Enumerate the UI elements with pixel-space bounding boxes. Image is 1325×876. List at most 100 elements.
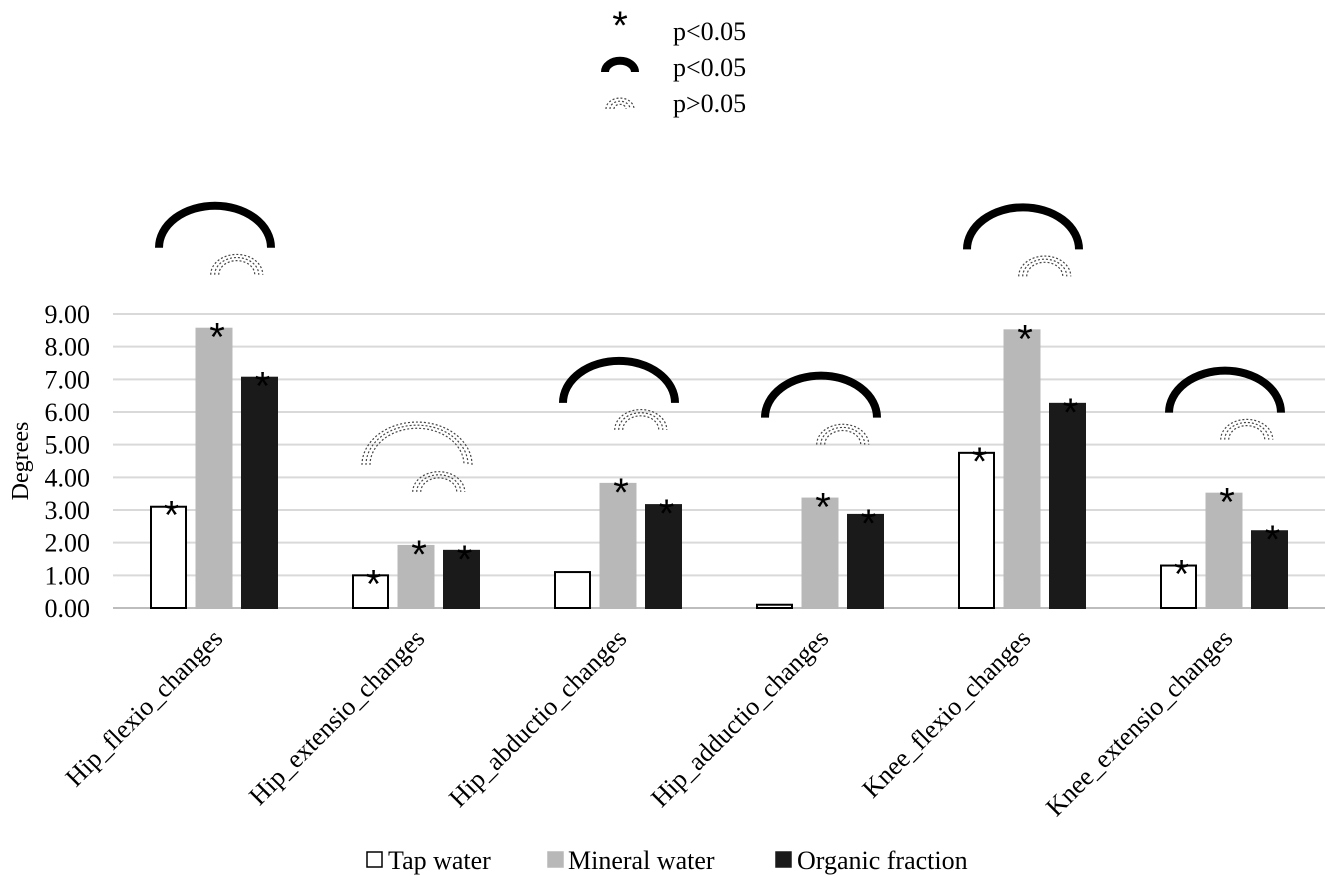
x-tick-label: Hip_adductio_changes [645, 624, 834, 813]
legend-dotted-arc-symbol [605, 97, 635, 110]
bar [443, 549, 480, 609]
significance-brackets [155, 201, 1285, 492]
legend-p-label: p<0.05 [673, 17, 746, 46]
significance-star: * [1063, 391, 1079, 435]
dotted-arc-stroke [1018, 255, 1072, 277]
significance-star: * [861, 502, 877, 546]
legend-swatch [547, 851, 564, 868]
x-tick-label: Hip_abductio_changes [443, 624, 632, 813]
legend-label: Tap water [388, 846, 491, 875]
significance-star: * [659, 492, 675, 536]
bar [195, 327, 233, 609]
legend-p-label: p>0.05 [673, 89, 746, 118]
x-tick-label: Hip_extensio_changes [243, 624, 430, 811]
significance-star: * [164, 494, 180, 538]
legend-p-label: p<0.05 [673, 53, 746, 82]
y-tick-label: 8.00 [45, 333, 91, 362]
legend-swatch [775, 851, 792, 868]
bracket-outer-solid [761, 371, 881, 418]
significance-star: * [366, 562, 382, 606]
series-legend: Tap water Mineral water Organic fraction [366, 846, 968, 875]
y-axis-ticks: 0.00 1.00 2.00 3.00 4.00 5.00 6.00 7.00 8.00 9.00 [45, 300, 91, 623]
y-tick-label: 4.00 [45, 463, 91, 492]
significance-star: * [972, 440, 988, 484]
dotted-arc-stroke [369, 427, 465, 465]
y-tick-label: 0.00 [45, 594, 91, 623]
dotted-arc-stroke [824, 429, 862, 445]
dotted-arc-stroke [210, 253, 264, 275]
dotted-arc-stroke [622, 415, 660, 430]
significance-star: * [1265, 518, 1281, 562]
bracket-outer-solid [963, 203, 1083, 250]
bar [1160, 564, 1197, 609]
x-axis-ticks: Hip_flexio_changes Hip_extensio_changes Hi… [60, 624, 1239, 822]
bracket-outer-solid [1165, 366, 1285, 413]
bar [554, 571, 591, 609]
bracket-inner-dotted [412, 471, 466, 492]
dotted-arc-stroke [614, 408, 668, 430]
dotted-arc-stroke [420, 477, 458, 492]
x-tick-label: Knee_flexio_changes [856, 624, 1036, 804]
dotted-arc-stroke [613, 103, 627, 110]
y-tick-label: 7.00 [45, 365, 91, 394]
significance-star: * [457, 538, 473, 582]
significance-star: * [613, 471, 629, 515]
dotted-arc-stroke [605, 97, 635, 110]
dotted-arc-stroke [412, 471, 466, 492]
significance-stars: * * * * * * * * * * * * * * * * [164, 316, 1281, 607]
dotted-arc-stroke [218, 260, 256, 275]
x-tick-label: Knee_extensio_changes [1040, 624, 1238, 822]
y-tick-label: 1.00 [45, 561, 91, 590]
bracket-inner-dotted [1220, 418, 1274, 440]
bracket-outer-solid [155, 201, 275, 248]
bar [756, 603, 793, 610]
significance-star: * [209, 316, 225, 360]
significance-star: * [255, 365, 271, 409]
y-tick-label: 9.00 [45, 300, 91, 329]
bracket-inner-dotted [210, 253, 264, 275]
bracket-inner-dotted [816, 423, 870, 445]
bar [958, 451, 995, 610]
bracket-outer-dotted [361, 421, 473, 465]
x-tick-label: Hip_flexio_changes [60, 624, 229, 793]
dotted-arc-stroke [1220, 418, 1274, 440]
y-tick-label: 2.00 [45, 529, 91, 558]
dotted-arc-stroke [361, 421, 473, 465]
significance-star: * [1219, 481, 1235, 525]
y-tick-label: 6.00 [45, 398, 91, 427]
dotted-arc-stroke [365, 424, 469, 465]
bracket-outer-solid [559, 356, 679, 404]
bar [1049, 402, 1086, 610]
significance-star: * [411, 533, 427, 577]
dotted-arc-stroke [1228, 425, 1266, 440]
significance-star: * [1174, 553, 1190, 597]
significance-star: * [1017, 317, 1033, 361]
bar [150, 505, 187, 610]
bar [1003, 329, 1041, 609]
y-axis-label: Degrees [8, 422, 34, 501]
bracket-inner-dotted [1018, 255, 1072, 277]
significance-legend: * p<0.05 p<0.05 p>0.05 [601, 4, 746, 118]
legend-swatch [366, 851, 383, 868]
bar [1205, 492, 1243, 609]
legend-label: Organic fraction [797, 846, 968, 875]
bar [352, 574, 389, 609]
legend-star-symbol: * [612, 4, 628, 48]
y-tick-label: 5.00 [45, 431, 91, 460]
y-tick-label: 3.00 [45, 496, 91, 525]
bars [150, 327, 1288, 610]
bar [801, 497, 839, 610]
bar [645, 504, 682, 610]
legend-label: Mineral water [568, 846, 715, 875]
significance-star: * [815, 486, 831, 530]
bar [397, 544, 435, 610]
dotted-arc-stroke [1026, 261, 1064, 277]
gridlines [113, 313, 1325, 609]
bar [847, 513, 884, 610]
bar [1251, 530, 1288, 610]
bracket-inner-dotted [614, 408, 668, 430]
bar [599, 482, 637, 609]
dotted-arc-stroke [816, 423, 870, 445]
dotted-arc-stroke [609, 100, 631, 110]
